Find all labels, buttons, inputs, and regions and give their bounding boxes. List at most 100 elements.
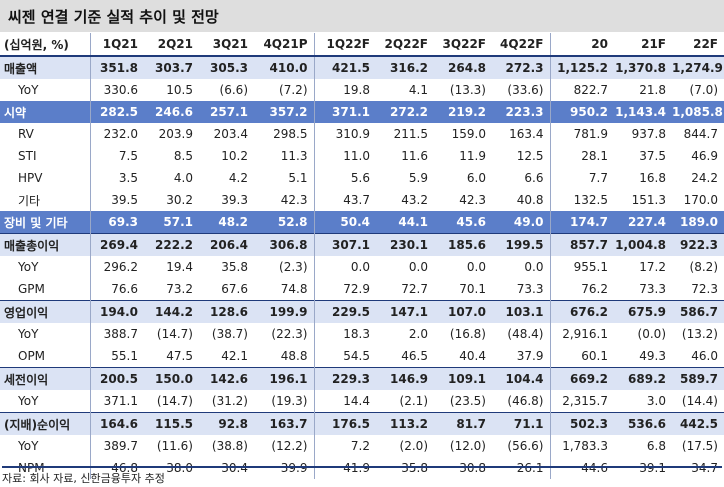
cell-value: (38.7)	[211, 327, 248, 341]
cell-value: (14.7)	[156, 394, 193, 408]
row-label: 매출총이익	[0, 233, 91, 256]
cell-value: 1,370.8	[614, 56, 672, 79]
cell-value: 922.3	[672, 233, 724, 256]
cell-value: 73.3	[639, 282, 666, 296]
table-row: 시약 282.5 246.6 257.1 357.2 371.1 272.2 219.2 223…	[0, 101, 724, 123]
cell-value: (46.8)	[492, 390, 551, 413]
cell-value: 46.9	[691, 149, 718, 163]
table-row: 기타 39.5 30.2 39.3 42.3 43.7 43.2 42.3 40.8 132.5 1…	[0, 189, 724, 211]
row-label: YoY	[0, 79, 91, 101]
row-label: 영업이익	[0, 300, 91, 323]
table-row: 매출액 351.8 303.7 305.3 410.0 421.5 316.2 264.8 27…	[0, 56, 724, 79]
cell-value: (6.6)	[219, 83, 248, 97]
cell-value: 26.1	[492, 457, 551, 479]
cell-value: 39.1	[639, 461, 666, 475]
cell-value: 206.4	[199, 233, 254, 256]
cell-value: 5.1	[254, 167, 315, 189]
row-label: NPM	[0, 457, 91, 479]
cell-value: (11.6)	[156, 439, 193, 453]
cell-value: 35.8	[221, 260, 248, 274]
row-label: YoY	[0, 256, 91, 278]
cell-value: 1,004.8	[614, 233, 672, 256]
cell-value: 11.3	[254, 145, 315, 167]
cell-value: 41.9	[343, 461, 370, 475]
cell-value: 14.4	[343, 394, 370, 408]
cell-value: 7.5	[118, 149, 138, 163]
cell-value: 146.9	[376, 367, 434, 390]
cell-value: 159.0	[451, 127, 486, 141]
table-row: STI 7.5 8.5 10.2 11.3 11.0 11.6 11.9 12.5 28.1 37.…	[0, 145, 724, 167]
header-period: 3Q21	[199, 33, 254, 57]
cell-value: 11.0	[343, 149, 370, 163]
cell-value: 6.0	[466, 171, 486, 185]
cell-value: 211.5	[393, 127, 428, 141]
table-row: HPV 3.5 4.0 4.2 5.1 5.6 5.9 6.0 6.6 7.7 16.8 24.2	[0, 167, 724, 189]
cell-value: (48.4)	[492, 323, 551, 345]
financial-table: (십억원, %) 1Q21 2Q21 3Q21 4Q21P 1Q22F 2Q22F 3Q22F…	[0, 33, 724, 479]
cell-value: 44.6	[581, 461, 608, 475]
cell-value: 955.1	[573, 260, 608, 274]
row-label: 장비 및 기타	[0, 211, 91, 234]
cell-value: 675.9	[614, 300, 672, 323]
cell-value: 4.2	[228, 171, 248, 185]
table-title: 씨젠 연결 기준 실적 추이 및 전망	[8, 8, 219, 26]
cell-value: 40.4	[459, 349, 486, 363]
cell-value: 1,125.2	[550, 56, 614, 79]
row-label: STI	[0, 145, 91, 167]
cell-value: 42.3	[254, 189, 315, 211]
table-row: 영업이익 194.0 144.2 128.6 199.9 229.5 147.1 107.0 1…	[0, 300, 724, 323]
cell-value: 39.9	[254, 457, 315, 479]
cell-value: 3.5	[118, 171, 138, 185]
cell-value: (13.3)	[449, 83, 486, 97]
cell-value: (23.5)	[449, 394, 486, 408]
table-row: 매출총이익 269.4 222.2 206.4 306.8 307.1 230.1 185.6…	[0, 233, 724, 256]
cell-value: 16.8	[639, 171, 666, 185]
cell-value: 229.3	[314, 367, 376, 390]
cell-value: 81.7	[434, 412, 492, 435]
table-row: NPM 46.8 38.0 30.4 39.9 41.9 35.8 30.8 26.1 44.6 3…	[0, 457, 724, 479]
cell-value: 28.1	[581, 149, 608, 163]
cell-value: 822.7	[573, 83, 608, 97]
cell-value: 54.5	[343, 349, 370, 363]
cell-value: 203.4	[213, 127, 248, 141]
cell-value: 76.2	[581, 282, 608, 296]
cell-value: 232.0	[103, 127, 138, 141]
cell-value: 371.1	[103, 394, 138, 408]
cell-value: 52.8	[254, 211, 315, 234]
cell-value: 351.8	[90, 56, 144, 79]
cell-value: 69.3	[90, 211, 144, 234]
cell-value: 57.1	[144, 211, 199, 234]
cell-value: (2.0)	[399, 439, 428, 453]
header-row: (십억원, %) 1Q21 2Q21 3Q21 4Q21P 1Q22F 2Q22F 3Q22F…	[0, 33, 724, 57]
row-label: 시약	[0, 101, 91, 123]
cell-value: 42.1	[221, 349, 248, 363]
cell-value: 92.8	[199, 412, 254, 435]
cell-value: 272.2	[376, 101, 434, 123]
cell-value: 104.4	[492, 367, 551, 390]
cell-value: 330.6	[103, 83, 138, 97]
cell-value: 113.2	[376, 412, 434, 435]
cell-value: 70.1	[459, 282, 486, 296]
cell-value: 163.7	[254, 412, 315, 435]
cell-value: 229.5	[314, 300, 376, 323]
row-label: 세전이익	[0, 367, 91, 390]
cell-value: 42.3	[459, 193, 486, 207]
cell-value: (2.1)	[399, 394, 428, 408]
cell-value: 17.2	[639, 260, 666, 274]
cell-value: 30.4	[221, 461, 248, 475]
cell-value: 46.8	[111, 461, 138, 475]
title-bar: 씨젠 연결 기준 실적 추이 및 전망	[0, 0, 724, 32]
cell-value: 107.0	[434, 300, 492, 323]
cell-value: 676.2	[550, 300, 614, 323]
cell-value: 282.5	[90, 101, 144, 123]
cell-value: 536.6	[614, 412, 672, 435]
header-period: 2Q21	[144, 33, 199, 57]
header-period: 2Q22F	[376, 33, 434, 57]
cell-value: 46.0	[691, 349, 718, 363]
row-label: RV	[0, 123, 91, 145]
cell-value: 844.7	[683, 127, 718, 141]
cell-value: 303.7	[144, 56, 199, 79]
cell-value: 2,916.1	[562, 327, 608, 341]
cell-value: 73.2	[166, 282, 193, 296]
table-row: YoY 330.6 10.5 (6.6) (7.2) 19.8 4.1 (13.3) (33.6…	[0, 79, 724, 101]
